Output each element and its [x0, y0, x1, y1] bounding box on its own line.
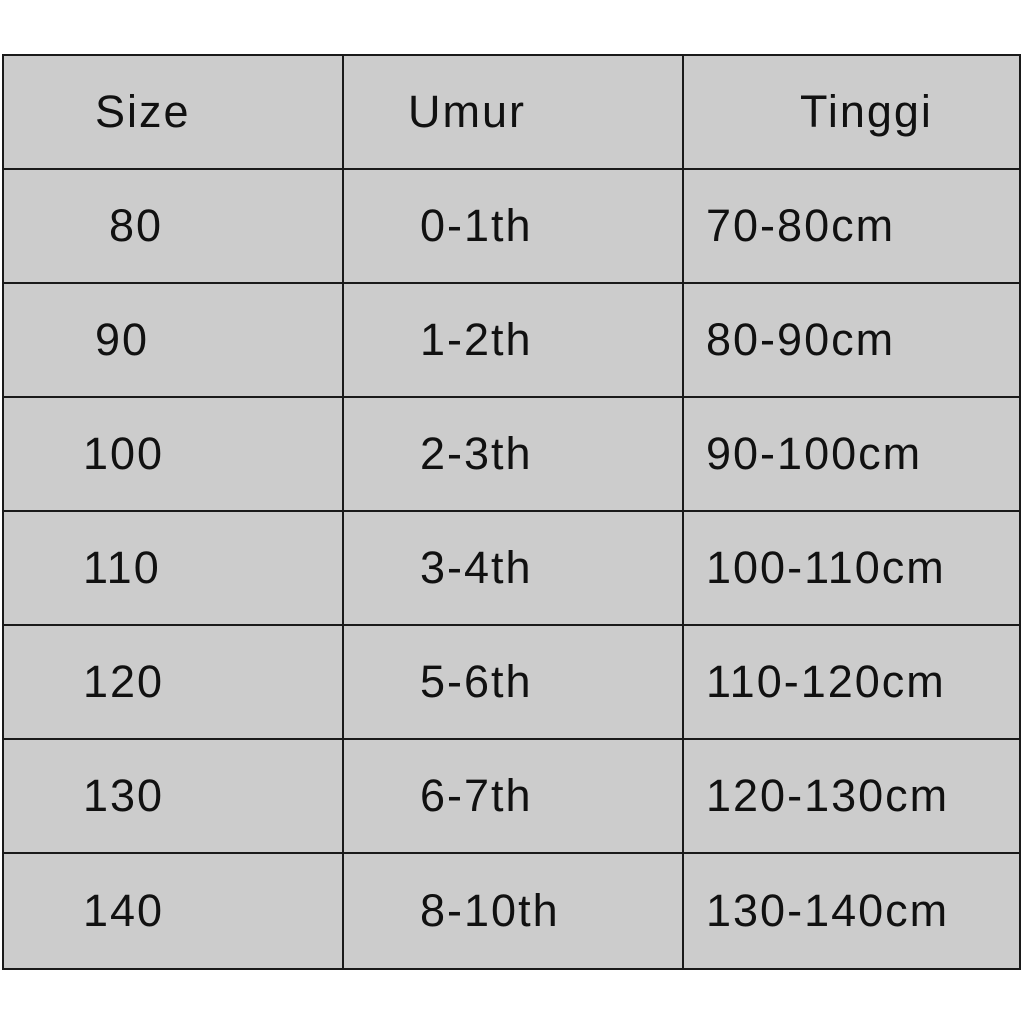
- cell-umur: 2-3th: [344, 398, 684, 512]
- cell-umur: 3-4th: [344, 512, 684, 626]
- cell-size: 130: [4, 740, 344, 854]
- header-umur: Umur: [344, 56, 684, 170]
- cell-umur: 5-6th: [344, 626, 684, 740]
- cell-size: 110: [4, 512, 344, 626]
- cell-size: 100: [4, 398, 344, 512]
- cell-size: 90: [4, 284, 344, 398]
- header-size: Size: [4, 56, 344, 170]
- cell-size: 140: [4, 854, 344, 968]
- cell-tinggi: 90-100cm: [684, 398, 1019, 512]
- header-tinggi: Tinggi: [684, 56, 1019, 170]
- cell-tinggi: 80-90cm: [684, 284, 1019, 398]
- cell-tinggi: 130-140cm: [706, 885, 950, 936]
- size-chart-table: Size Umur Tinggi 80 0-1th 70-80cm 90 1-2th 80…: [2, 54, 1021, 970]
- cell-tinggi: 120-130cm: [684, 740, 1019, 854]
- cell-umur: 1-2th: [344, 284, 684, 398]
- cell-tinggi: 70-80cm: [684, 170, 1019, 284]
- cell-size: 120: [4, 626, 344, 740]
- cell-tinggi: 110-120cm: [684, 626, 1019, 740]
- cell-tinggi: 100-110cm: [684, 512, 1019, 626]
- cell-umur: 0-1th: [344, 170, 684, 284]
- cell-umur: 8-10th: [344, 854, 684, 968]
- cell-size: 80: [4, 170, 344, 284]
- cell-umur: 6-7th: [344, 740, 684, 854]
